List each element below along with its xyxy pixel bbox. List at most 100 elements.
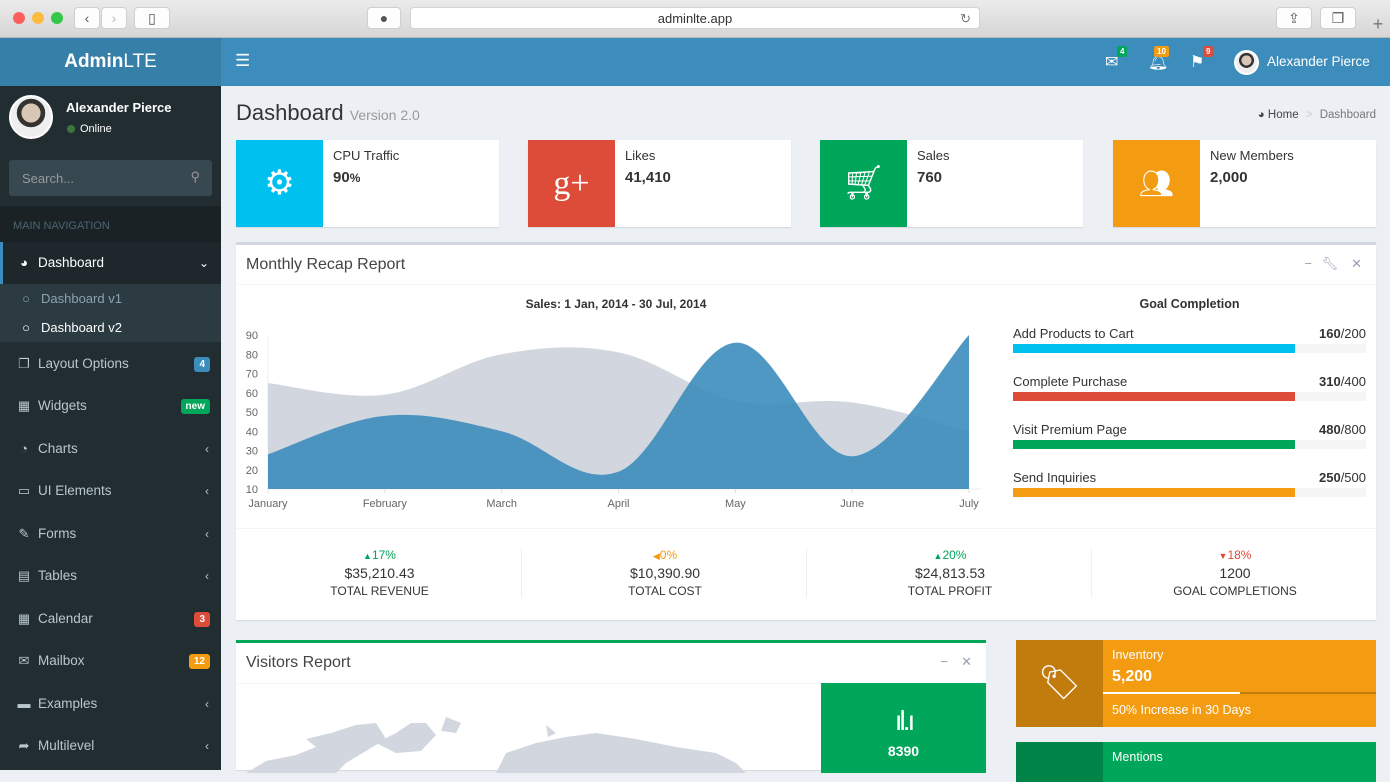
y-tick-label: 40 xyxy=(246,426,258,438)
goal-value: 310/400 xyxy=(1318,374,1366,389)
logo[interactable]: AdminLTE xyxy=(0,38,221,86)
sidebar-item-multilevel[interactable]: ➦ Multilevel ‹ xyxy=(0,725,221,767)
percentage-change: ▲17% xyxy=(363,548,396,562)
messages-icon[interactable]: ✉ xyxy=(1105,54,1119,71)
visitors-stat-panel: ıl.ı 8390 xyxy=(821,683,986,773)
sidebar-toggle-icon[interactable]: ▯ xyxy=(134,7,170,29)
badge: 12 xyxy=(188,654,210,669)
y-tick-label: 20 xyxy=(246,465,258,477)
google-plus-icon: g+ xyxy=(528,140,615,227)
sidebar-item-widgets[interactable]: ▦ Widgets new xyxy=(0,385,221,427)
bell-icon[interactable]: 🔔︎ xyxy=(1148,54,1169,71)
reload-icon[interactable]: ↻ xyxy=(960,11,971,26)
privacy-icon[interactable]: ● xyxy=(367,7,401,29)
menu-toggle-icon[interactable]: ☰ xyxy=(235,51,251,70)
sidebar-item-calendar[interactable]: ▦ Calendar 3 xyxy=(0,598,221,640)
sidebar-item-dashboard-v2[interactable]: ○ Dashboard v2 xyxy=(0,313,221,342)
stat-label: GOAL COMPLETIONS xyxy=(1173,584,1297,598)
x-tick-label: March xyxy=(486,498,517,510)
notifications-badge: 10 xyxy=(1154,46,1169,57)
goal-value: 160/200 xyxy=(1318,326,1366,341)
address-bar[interactable]: adminlte.app ↻ xyxy=(410,7,980,29)
goal-progress-bar xyxy=(1013,488,1366,497)
dashboard-icon: ◕ xyxy=(1257,109,1265,121)
edit-icon: ✎ xyxy=(18,526,30,541)
tabs-icon[interactable]: ❐ xyxy=(1320,7,1356,29)
x-tick-label: January xyxy=(248,498,288,510)
goal-progress-item: Complete Purchase 310/400 xyxy=(1013,374,1366,401)
description-block: ▼18% 1200 GOAL COMPLETIONS xyxy=(1091,548,1378,598)
sidebar-item-layout-options[interactable]: ❐ Layout Options 4 xyxy=(0,343,221,385)
badge: 3 xyxy=(194,612,210,627)
sidebar-item-label: Dashboard xyxy=(38,255,105,270)
flag-icon[interactable]: ⚑ xyxy=(1190,54,1205,71)
minimize-window-button[interactable] xyxy=(32,12,44,24)
sidebar-item-label: Tables xyxy=(38,568,78,583)
world-map[interactable] xyxy=(236,703,821,773)
stat-amount: $24,813.53 xyxy=(914,565,986,581)
sidebar-item-examples[interactable]: ▬ Examples ‹ xyxy=(0,683,221,725)
search-input[interactable]: Search... ⚲ xyxy=(9,160,212,196)
sidebar-item-dashboard-v1[interactable]: ○ Dashboard v1 xyxy=(0,284,221,313)
search-placeholder: Search... xyxy=(22,171,75,186)
caret-up-icon: ▲ xyxy=(363,551,372,561)
breadcrumb-home[interactable]: Home xyxy=(1267,109,1299,121)
bar-chart-icon: ıl.ı xyxy=(894,705,916,736)
sidebar-status: Online xyxy=(80,123,112,135)
share-icon[interactable]: ⇪ xyxy=(1276,7,1312,29)
chart-title: Sales: 1 Jan, 2014 - 30 Jul, 2014 xyxy=(525,297,707,311)
collapse-button[interactable]: − xyxy=(1304,256,1312,271)
logo-light: LTE xyxy=(123,51,157,72)
chevron-left-icon: ‹ xyxy=(205,484,209,498)
shopping-cart-icon: 🛒︎ xyxy=(820,140,907,227)
sidebar-item-forms[interactable]: ✎ Forms ‹ xyxy=(0,513,221,555)
x-tick-label: April xyxy=(607,498,629,510)
stat-amount: 1200 xyxy=(1219,565,1251,581)
search-icon[interactable]: ⚲ xyxy=(190,169,200,184)
y-tick-label: 80 xyxy=(246,349,258,361)
sidebar-item-label: Mailbox xyxy=(38,653,85,668)
info-box-cpu: ⚙ CPU Traffic 90% xyxy=(236,140,499,227)
goal-progress-bar xyxy=(1013,440,1366,449)
info-box-label: CPU Traffic xyxy=(333,148,400,163)
y-tick-label: 10 xyxy=(246,484,258,496)
sidebar: Alexander Pierce Online Search... ⚲ MAIN… xyxy=(0,86,221,770)
sales-area-chart: 10 20 30 40 50 60 70 80 90 January February March Ap… xyxy=(246,330,981,510)
visitors-report-box: Visitors Report − ✕ ıl.ı 8390 xyxy=(236,640,986,773)
mentions-label: Mentions xyxy=(1112,750,1163,764)
back-button[interactable]: ‹ xyxy=(74,7,100,29)
percentage-change: ▲20% xyxy=(933,548,967,562)
sidebar-item-mailbox[interactable]: ✉ Mailbox 12 xyxy=(0,640,221,682)
sidebar-item-charts[interactable]: ◔ Charts ‹ xyxy=(0,428,221,470)
goal-progress-item: Add Products to Cart 160/200 xyxy=(1013,326,1366,353)
inventory-progress xyxy=(1103,692,1376,694)
info-box-value: 760 xyxy=(917,169,943,186)
chevron-left-icon: ‹ xyxy=(205,697,209,711)
wrench-icon[interactable]: 🔧︎ xyxy=(1321,256,1338,271)
new-tab-icon[interactable]: + xyxy=(1372,14,1384,34)
close-button[interactable]: ✕ xyxy=(961,654,972,669)
collapse-button[interactable]: − xyxy=(940,654,948,669)
share-icon: ➦ xyxy=(18,738,30,753)
sidebar-item-ui-elements[interactable]: ▭ UI Elements ‹ xyxy=(0,470,221,512)
sidebar-avatar xyxy=(9,95,53,139)
sidebar-item-tables[interactable]: ▤ Tables ‹ xyxy=(0,555,221,597)
y-tick-label: 70 xyxy=(246,369,258,381)
gear-icon: ⚙ xyxy=(236,140,323,227)
forward-button[interactable]: › xyxy=(101,7,127,29)
maximize-window-button[interactable] xyxy=(51,12,63,24)
user-avatar[interactable] xyxy=(1234,50,1259,75)
url-text: adminlte.app xyxy=(657,11,733,26)
info-box-likes: g+ Likes 41,410 xyxy=(528,140,791,227)
close-button[interactable]: ✕ xyxy=(1351,256,1362,271)
close-window-button[interactable] xyxy=(13,12,25,24)
badge: new xyxy=(180,399,210,414)
goal-progress-bar xyxy=(1013,344,1366,353)
x-tick-label: July xyxy=(959,498,979,510)
sidebar-item-label: Charts xyxy=(38,441,78,456)
tag-icon: 🏷︎ xyxy=(1016,640,1103,727)
submenu xyxy=(0,284,221,342)
y-tick-label: 90 xyxy=(246,330,258,342)
sidebar-item-dashboard[interactable]: ◕ Dashboard ⌄ xyxy=(0,242,221,284)
user-menu[interactable]: Alexander Pierce xyxy=(1267,54,1370,69)
